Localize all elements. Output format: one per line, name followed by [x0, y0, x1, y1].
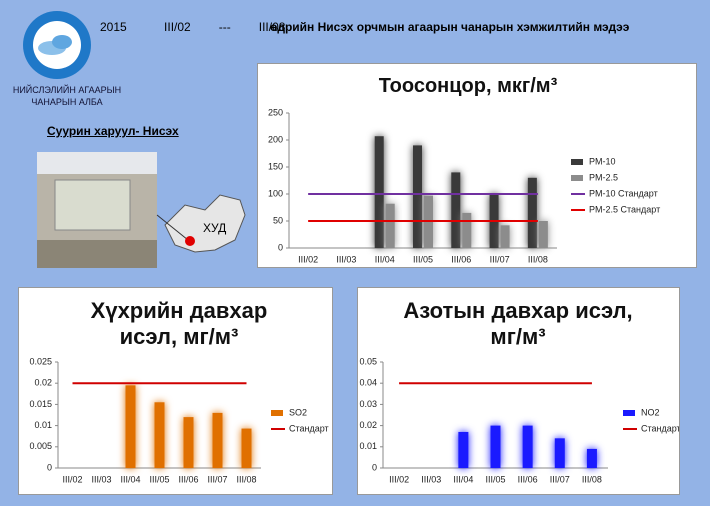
bar	[212, 412, 223, 468]
legend-label: Стандарт	[289, 423, 329, 433]
legend-swatch	[623, 410, 635, 416]
legend-label: PM-10 Стандарт	[589, 188, 658, 198]
photo-sky	[37, 152, 157, 174]
bar	[554, 438, 565, 468]
chart: 0 0.005 0.01 0.015 0.02 0.025 III/02 III/03 III/…	[29, 356, 329, 484]
chart-title: Хүхрийн давхар исэл, мг/м³	[90, 298, 268, 349]
y-tick-label: 100	[268, 188, 283, 198]
photo-building	[54, 179, 131, 231]
date-range: 2015 III/02 --- III/08	[100, 20, 285, 34]
bar	[586, 448, 597, 468]
bar	[385, 203, 395, 248]
org-line: ЧАНАРЫН АЛБА	[31, 97, 103, 107]
bar	[125, 385, 136, 468]
y-tick-label: 0	[278, 242, 283, 252]
y-tick-label: 0.01	[34, 420, 52, 430]
chart: 0 0.01 0.02 0.03 0.04 0.05 III/02 III/03 III/04 I…	[359, 356, 679, 484]
x-tick-label: III/04	[375, 254, 395, 264]
legend-label: Стандарт	[641, 423, 679, 433]
legend-swatch	[271, 410, 283, 416]
bar	[462, 212, 472, 248]
y-tick-label: 250	[268, 107, 283, 117]
y-tick-label: 0.05	[359, 356, 377, 366]
y-tick-label: 0.015	[29, 399, 52, 409]
x-tick-label: III/02	[62, 474, 82, 484]
y-tick-label: 0.04	[359, 378, 377, 388]
bar	[500, 225, 510, 248]
map-dot	[185, 236, 195, 246]
x-tick-label: III/07	[490, 254, 510, 264]
bar	[490, 425, 501, 468]
legend-label: NO2	[641, 407, 660, 417]
station-name: Суурин харуул- Нисэх	[47, 124, 179, 138]
year: 2015	[100, 20, 127, 34]
date-sep: ---	[218, 20, 231, 34]
legend-label: PM-2.5	[589, 172, 618, 182]
x-tick-label: III/07	[550, 474, 570, 484]
bar	[522, 425, 533, 468]
date-to: III/08	[258, 20, 286, 34]
chart-panel: 0 0.005 0.01 0.015 0.02 0.025 III/02 III/03 III/…	[18, 287, 333, 495]
bar	[451, 172, 461, 248]
map-pointer	[156, 214, 189, 241]
chart-panel: 0 50 100 150 200 250 III/02 III/03 III/04 III/05 I…	[257, 63, 697, 268]
y-tick-label: 0.03	[359, 399, 377, 409]
x-tick-label: III/06	[178, 474, 198, 484]
map-label: ХУД	[203, 221, 227, 235]
x-tick-label: III/06	[518, 474, 538, 484]
x-tick-label: III/08	[582, 474, 602, 484]
y-tick-label: 50	[273, 215, 283, 225]
x-tick-label: III/02	[389, 474, 409, 484]
y-tick-label: 0	[47, 462, 52, 472]
x-tick-label: III/07	[207, 474, 227, 484]
x-tick-label: III/04	[453, 474, 473, 484]
legend-swatch	[571, 159, 583, 165]
org-name: НИЙСЛЭЛИЙН АГААРЫН ЧАНАРЫН АЛБА	[2, 84, 132, 108]
y-tick-label: 200	[268, 134, 283, 144]
chart-panel: 0 0.01 0.02 0.03 0.04 0.05 III/02 III/03 III/04 I…	[357, 287, 680, 495]
x-tick-label: III/02	[298, 254, 318, 264]
photo-ground	[37, 240, 157, 268]
chart-title: Тоосонцор, мкг/м³	[378, 75, 558, 97]
x-tick-label: III/03	[91, 474, 111, 484]
bar	[374, 136, 384, 248]
chart-title: Азотын давхар исэл, мг/м³	[403, 298, 633, 349]
y-tick-label: 0.025	[29, 356, 52, 366]
y-tick-label: 0.02	[34, 378, 52, 388]
x-tick-label: III/08	[236, 474, 256, 484]
legend-label: SO2	[289, 407, 307, 417]
x-tick-label: III/03	[421, 474, 441, 484]
bar	[538, 221, 548, 248]
chart: 0 50 100 150 200 250 III/02 III/03 III/04 III/05 I…	[268, 107, 660, 264]
org-line: НИЙСЛЭЛИЙН АГААРЫН	[12, 85, 122, 95]
y-tick-label: 0.005	[29, 441, 52, 451]
bar	[183, 417, 194, 468]
date-from: III/02	[164, 20, 191, 34]
bar	[527, 177, 537, 248]
x-tick-label: III/08	[528, 254, 548, 264]
bar	[458, 431, 469, 468]
bar	[413, 145, 422, 248]
y-tick-label: 150	[268, 161, 283, 171]
x-tick-label: III/03	[336, 254, 356, 264]
y-tick-label: 0.02	[359, 420, 377, 430]
x-tick-label: III/06	[451, 254, 471, 264]
logo-cloud	[52, 35, 72, 49]
x-tick-label: III/05	[149, 474, 169, 484]
x-tick-label: III/04	[120, 474, 140, 484]
x-tick-label: III/05	[413, 254, 433, 264]
bar	[241, 428, 252, 468]
header-title: өдрийн Нисэх орчмын агаарын чанарын хэмж…	[270, 20, 630, 34]
legend-swatch	[571, 175, 583, 181]
legend-label: PM-10	[589, 156, 616, 166]
bar	[154, 402, 165, 468]
x-tick-label: III/05	[485, 474, 505, 484]
y-tick-label: 0.01	[359, 441, 377, 451]
legend-label: PM-2.5 Стандарт	[589, 204, 660, 214]
y-tick-label: 0	[372, 462, 377, 472]
